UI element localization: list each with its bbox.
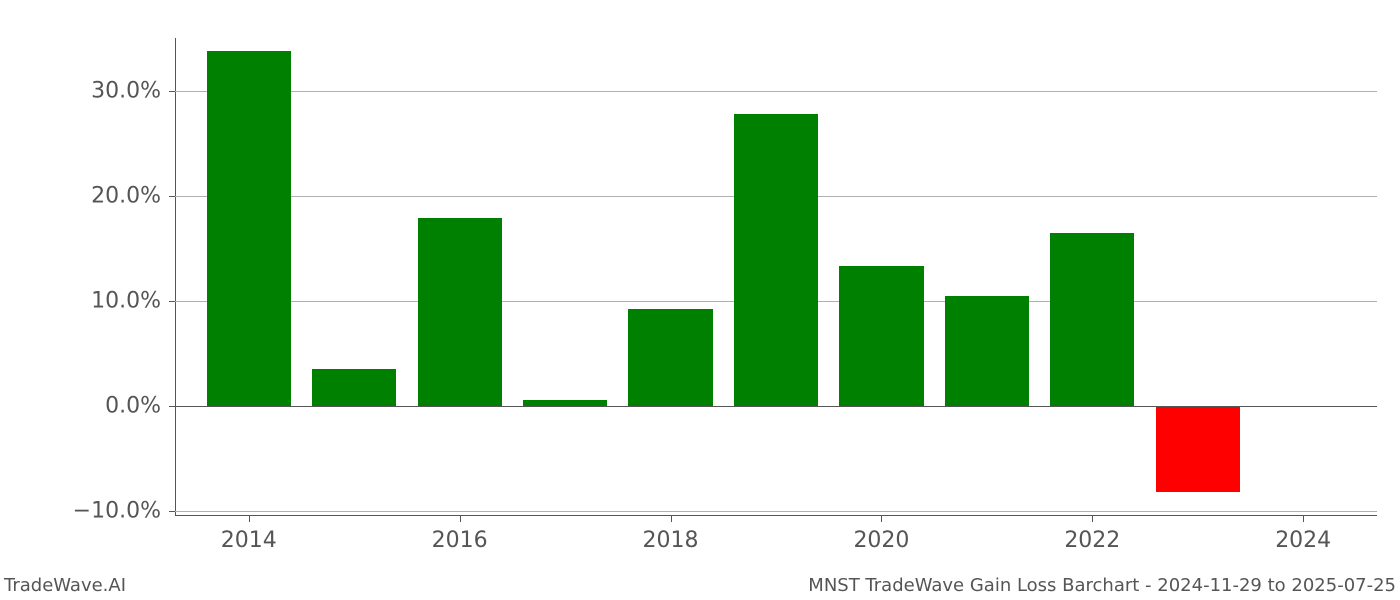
bar bbox=[207, 51, 291, 406]
y-tick-label: 20.0% bbox=[91, 183, 175, 208]
bar bbox=[945, 296, 1029, 405]
x-axis-line bbox=[175, 515, 1377, 516]
bar bbox=[1050, 233, 1134, 405]
y-tick-label: 30.0% bbox=[91, 78, 175, 103]
x-tick-label: 2024 bbox=[1275, 516, 1331, 553]
gridline bbox=[175, 511, 1377, 512]
x-tick-label: 2014 bbox=[221, 516, 277, 553]
bar bbox=[839, 266, 923, 406]
x-tick-label: 2018 bbox=[643, 516, 699, 553]
bar bbox=[1156, 406, 1240, 492]
x-tick-label: 2022 bbox=[1064, 516, 1120, 553]
x-tick-label: 2020 bbox=[853, 516, 909, 553]
bar bbox=[312, 369, 396, 406]
y-tick-label: −10.0% bbox=[73, 498, 175, 523]
x-tick-label: 2016 bbox=[432, 516, 488, 553]
zero-line bbox=[175, 406, 1377, 407]
chart-figure: −10.0% 0.0% 10.0% 20.0% 30.0% 2014 2016 2018 202… bbox=[0, 0, 1400, 600]
plot-area: −10.0%0.0%10.0%20.0%30.0%201420162018202… bbox=[175, 38, 1377, 516]
y-tick-label: 10.0% bbox=[91, 288, 175, 313]
footer-left-text: TradeWave.AI bbox=[4, 575, 126, 596]
y-axis-line bbox=[175, 38, 176, 516]
bar bbox=[418, 218, 502, 406]
gridline bbox=[175, 91, 1377, 92]
bar bbox=[628, 309, 712, 406]
footer-right-text: MNST TradeWave Gain Loss Barchart - 2024… bbox=[808, 575, 1396, 596]
y-tick-label: 0.0% bbox=[105, 393, 175, 418]
bar bbox=[734, 114, 818, 406]
